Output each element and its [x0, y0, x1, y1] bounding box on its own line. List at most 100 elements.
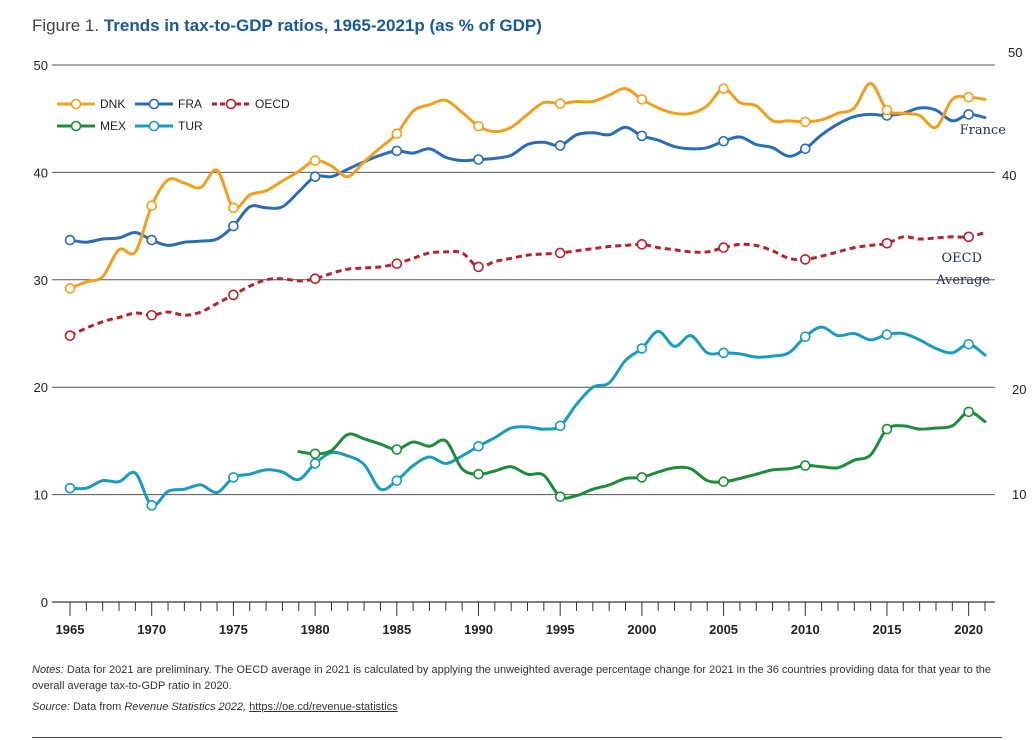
data-marker-dnk	[228, 202, 239, 214]
source-prefix: Source:	[32, 701, 70, 713]
series-line-tur	[68, 325, 987, 508]
data-marker-tur	[228, 472, 239, 483]
annotation-oecd-line1: OECD	[941, 251, 982, 266]
data-marker-oecd	[963, 231, 974, 243]
y-tick-label-left: 50	[34, 58, 48, 73]
data-marker-tur	[799, 331, 811, 343]
data-marker-dnk	[718, 83, 729, 94]
figure-title: Figure 1. Trends in tax-to-GDP ratios, 1…	[32, 16, 542, 36]
data-marker-tur	[881, 329, 893, 340]
notes-prefix: Notes:	[32, 664, 64, 676]
data-marker-mex	[963, 406, 974, 418]
data-marker-tur	[718, 347, 729, 359]
series-lines	[64, 81, 987, 511]
legend-item-fra: FRA	[135, 97, 202, 111]
x-tick-label: 1990	[464, 622, 493, 637]
data-marker-mex	[799, 460, 811, 471]
data-marker-oecd	[473, 261, 484, 273]
data-marker-oecd	[309, 273, 321, 285]
legend-swatch-marker	[148, 120, 160, 132]
data-marker-fra	[309, 171, 321, 182]
data-marker-tur	[636, 343, 648, 354]
series-fra	[64, 106, 987, 247]
data-marker-fra	[64, 234, 76, 246]
annotation-oecd-line2: Average	[935, 273, 990, 288]
legend-label: MEX	[100, 119, 126, 133]
figure-title-text: Trends in tax-to-GDP ratios, 1965-2021p …	[103, 16, 542, 35]
notes-text: Data for 2021 are preliminary. The OECD …	[32, 664, 992, 692]
x-tick-label: 2000	[627, 622, 656, 637]
data-marker-tur	[554, 420, 566, 432]
y-tick-label-left: 20	[34, 380, 48, 395]
series-line-mex	[297, 410, 987, 500]
data-marker-mex	[718, 476, 729, 488]
data-marker-oecd	[636, 239, 648, 250]
data-marker-oecd	[391, 258, 403, 269]
legend-swatch-marker	[70, 120, 82, 132]
data-marker-dnk	[473, 120, 484, 132]
data-marker-mex	[473, 468, 484, 480]
legend-item-oecd: OECD	[212, 97, 290, 111]
data-marker-oecd	[799, 254, 811, 265]
data-marker-tur	[146, 500, 157, 511]
source-publication: Revenue Statistics 2022,	[124, 701, 247, 713]
data-marker-oecd	[146, 309, 157, 321]
series-line-dnk	[68, 81, 987, 290]
y-tick-label-left: 30	[34, 273, 48, 288]
data-marker-tur	[309, 458, 321, 469]
figure-label: Figure 1.	[32, 16, 100, 35]
legend-label: DNK	[100, 97, 125, 111]
data-marker-mex	[309, 448, 321, 460]
chart-annotations: France OECD Average	[935, 123, 1006, 288]
data-marker-dnk	[554, 98, 566, 109]
data-marker-oecd	[228, 289, 239, 301]
data-marker-oecd	[718, 242, 729, 253]
y-tick-label-left: 10	[34, 488, 48, 503]
data-marker-fra	[228, 220, 239, 232]
y-tick-label-right: 50	[1008, 45, 1022, 60]
data-marker-dnk	[636, 94, 648, 105]
y-tick-label-left: 0	[41, 595, 48, 610]
x-axis: 1965 1970 1975 1980 1985 1990 1995 2000 2005 2010…	[52, 601, 995, 637]
data-marker-tur	[391, 475, 403, 486]
y-tick-label-right: 10	[1012, 487, 1026, 502]
data-marker-fra	[963, 109, 974, 120]
data-marker-tur	[64, 482, 76, 494]
x-tick-label: 1980	[301, 622, 330, 637]
x-tick-label: 2005	[709, 622, 738, 637]
x-tick-label: 1995	[546, 622, 575, 637]
legend-label: TUR	[178, 119, 203, 133]
x-tick-label: 1985	[382, 622, 411, 637]
y-tick-label-right: 40	[1002, 168, 1016, 183]
series-line-fra	[68, 106, 987, 247]
series-line-oecd	[69, 231, 986, 337]
x-tick-label: 2015	[873, 622, 902, 637]
source-link[interactable]: https://oe.cd/revenue-statistics	[249, 701, 398, 713]
legend-swatch-marker	[70, 98, 82, 110]
data-marker-fra	[636, 130, 648, 142]
legend-item-mex: MEX	[57, 119, 126, 133]
source-text: Data from	[72, 701, 122, 713]
data-marker-tur	[963, 338, 974, 350]
data-marker-fra	[718, 135, 729, 147]
data-marker-fra	[799, 143, 811, 155]
data-marker-oecd	[881, 237, 893, 249]
data-marker-mex	[391, 444, 403, 455]
series-tur	[64, 325, 987, 511]
data-marker-mex	[881, 423, 893, 435]
legend-swatch-marker	[225, 98, 237, 110]
y-tick-label-right: 20	[1012, 382, 1026, 397]
series-dnk	[64, 81, 987, 294]
data-marker-dnk	[881, 104, 893, 116]
data-marker-fra	[146, 234, 157, 246]
legend-item-tur: TUR	[135, 119, 203, 133]
data-marker-oecd	[554, 247, 566, 259]
x-tick-label: 2010	[791, 622, 820, 637]
data-marker-dnk	[146, 200, 157, 211]
chart-legend: DNK FRA OECD MEX TUR	[57, 97, 290, 133]
legend-label: OECD	[255, 97, 290, 111]
y-tick-label-left: 40	[34, 165, 48, 180]
data-marker-mex	[636, 472, 648, 483]
data-marker-oecd	[64, 330, 76, 341]
series-mex	[297, 406, 987, 503]
